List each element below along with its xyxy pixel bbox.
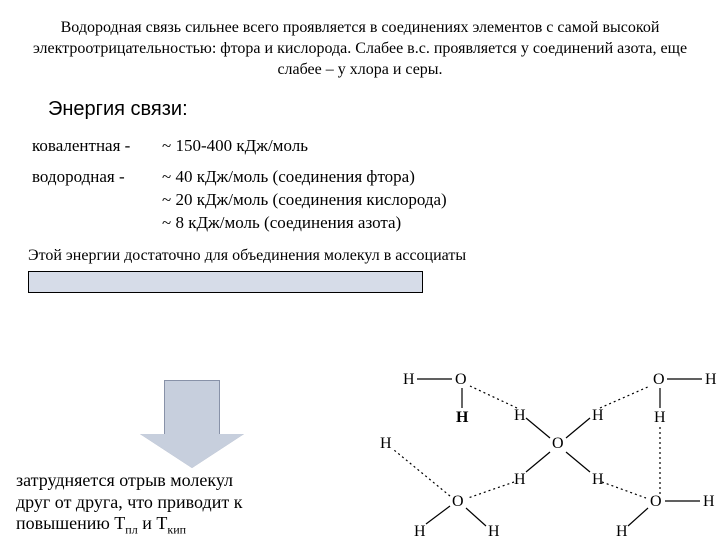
conclusion-line2: друг от друга, что приводит к xyxy=(16,492,242,512)
atom-h: H xyxy=(380,435,392,452)
atom-o: O xyxy=(452,493,464,510)
energy-section-title: Энергия связи: xyxy=(48,98,692,121)
conclusion-line3a: повышению T xyxy=(16,513,125,533)
down-arrow xyxy=(140,380,244,468)
atom-h: H xyxy=(514,407,526,424)
intro-paragraph: Водородная связь сильнее всего проявляет… xyxy=(28,18,692,80)
energy-values: ковалентная - ~ 150-400 кДж/моль водород… xyxy=(32,135,692,235)
hydrogen-value-f: ~ 40 кДж/моль (соединения фтора) xyxy=(162,166,447,189)
atom-h: H xyxy=(705,371,717,388)
atom-o: O xyxy=(653,371,665,388)
atom-o: O xyxy=(552,435,564,452)
atom-h: H xyxy=(456,409,469,426)
hydrogen-value-n: ~ 8 кДж/моль (соединения азота) xyxy=(162,212,447,235)
atom-h: H xyxy=(514,471,526,488)
conclusion-line3b: и T xyxy=(138,513,168,533)
subscript-kip: кип xyxy=(167,523,186,537)
highlight-bar xyxy=(28,271,423,293)
hydrogen-label: водородная - xyxy=(32,166,162,235)
molecule-diagram: H O H O H H H O H H H H O H H O H H xyxy=(370,368,720,540)
atom-h: H xyxy=(592,407,604,424)
subscript-pl: пл xyxy=(125,523,137,537)
atom-h: H xyxy=(654,409,666,426)
association-text: Этой энергии достаточно для объединения … xyxy=(28,247,692,265)
atom-h: H xyxy=(488,523,500,540)
atom-h: H xyxy=(616,523,628,540)
atom-o: O xyxy=(650,493,662,510)
covalent-value: ~ 150-400 кДж/моль xyxy=(162,135,308,158)
covalent-label: ковалентная - xyxy=(32,135,162,158)
atom-o: O xyxy=(455,371,467,388)
conclusion-line1: затрудняется отрыв молекул xyxy=(16,470,233,490)
atom-h: H xyxy=(414,523,426,540)
hydrogen-value-o: ~ 20 кДж/моль (соединения кислорода) xyxy=(162,189,447,212)
atom-h: H xyxy=(703,493,715,510)
atom-h: H xyxy=(592,471,604,488)
conclusion-text: затрудняется отрыв молекул друг от друга… xyxy=(16,470,371,537)
atom-h: H xyxy=(403,371,415,388)
